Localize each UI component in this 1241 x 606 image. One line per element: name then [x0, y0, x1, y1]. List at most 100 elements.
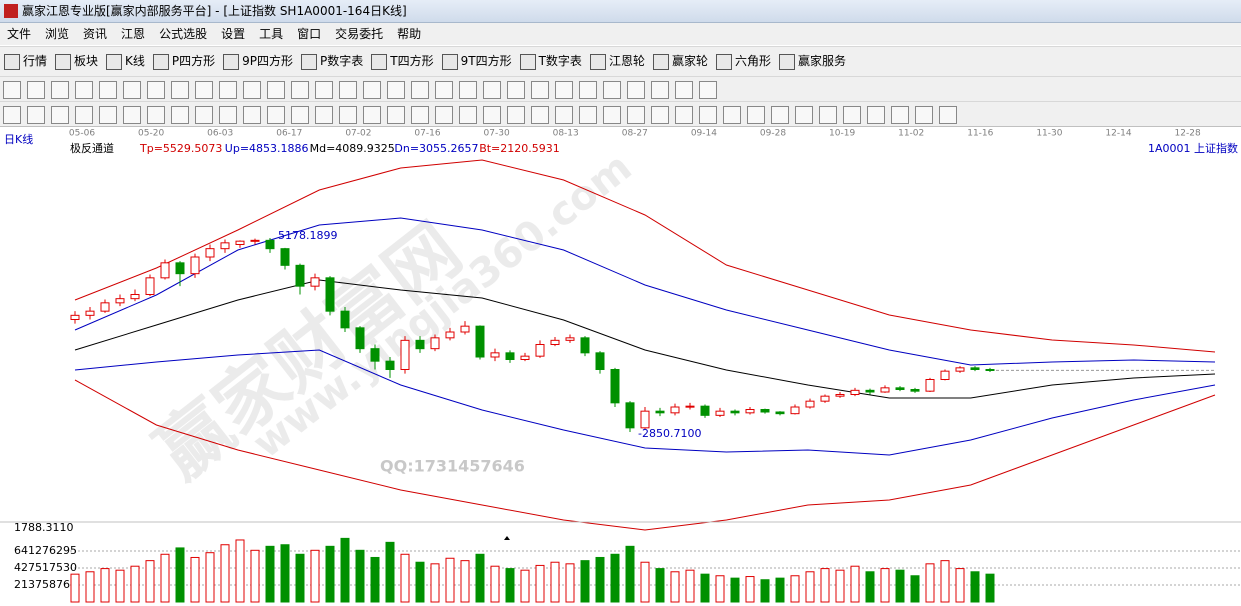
menu-item[interactable]: 工具	[259, 27, 284, 41]
menu-item[interactable]: 设置	[221, 27, 246, 41]
tool-icon[interactable]	[747, 106, 765, 124]
tool-icon[interactable]	[147, 106, 165, 124]
tool-icon[interactable]	[603, 106, 621, 124]
tool-icon[interactable]	[147, 81, 165, 99]
tool-icon[interactable]	[99, 81, 117, 99]
tool-icon[interactable]	[723, 106, 741, 124]
tool-icon[interactable]	[579, 106, 597, 124]
toolbar-button[interactable]: P数字表	[301, 53, 363, 70]
toolbar-button[interactable]: 六角形	[715, 53, 771, 70]
toolbar-button[interactable]: 9P四方形	[223, 53, 293, 70]
toolbar-icon	[106, 53, 123, 70]
tool-icon[interactable]	[363, 106, 381, 124]
tool-icon[interactable]	[27, 81, 45, 99]
tool-icon[interactable]	[339, 106, 357, 124]
toolbar-button[interactable]: T四方形	[371, 53, 434, 70]
tool-icon[interactable]	[75, 106, 93, 124]
candle-body	[400, 339, 410, 370]
tool-icon[interactable]	[699, 81, 717, 99]
tool-icon[interactable]	[267, 81, 285, 99]
tool-icon[interactable]	[915, 106, 933, 124]
tool-icon[interactable]	[651, 106, 669, 124]
tool-icon[interactable]	[171, 81, 189, 99]
tool-icon[interactable]	[459, 81, 477, 99]
menu-item[interactable]: 窗口	[297, 27, 322, 41]
tool-icon[interactable]	[795, 106, 813, 124]
tool-icon[interactable]	[219, 81, 237, 99]
tool-icon[interactable]	[3, 106, 21, 124]
menu-item[interactable]: 文件	[7, 27, 32, 41]
menu-item[interactable]: 帮助	[397, 27, 422, 41]
tool-icon[interactable]	[195, 106, 213, 124]
tool-icon[interactable]	[3, 81, 21, 99]
tool-icon[interactable]	[555, 81, 573, 99]
menu-item[interactable]: 公式选股	[159, 27, 208, 41]
tool-icon[interactable]	[867, 106, 885, 124]
tool-icon[interactable]	[411, 81, 429, 99]
toolbar-button[interactable]: T数字表	[519, 53, 582, 70]
toolbar-button[interactable]: 9T四方形	[441, 53, 512, 70]
tool-icon[interactable]	[507, 106, 525, 124]
tool-icon[interactable]	[675, 81, 693, 99]
tool-icon[interactable]	[771, 106, 789, 124]
tool-icon[interactable]	[531, 81, 549, 99]
toolbar-button[interactable]: 赢家服务	[778, 53, 846, 70]
tool-icon[interactable]	[435, 81, 453, 99]
tool-icon[interactable]	[507, 81, 525, 99]
tool-icon[interactable]	[315, 106, 333, 124]
toolbar-button[interactable]: 赢家轮	[652, 53, 708, 70]
tool-icon[interactable]	[891, 106, 909, 124]
tool-icon[interactable]	[531, 106, 549, 124]
tool-icon[interactable]	[51, 106, 69, 124]
tool-icon[interactable]	[291, 106, 309, 124]
tool-icon[interactable]	[483, 81, 501, 99]
date-label: 08-27	[622, 129, 648, 139]
tool-icon[interactable]	[243, 81, 261, 99]
menu-item[interactable]: 江恩	[121, 27, 146, 41]
tool-icon[interactable]	[603, 81, 621, 99]
menu-item[interactable]: 交易委托	[335, 27, 384, 41]
menu-item[interactable]: 资讯	[83, 27, 108, 41]
toolbar-button[interactable]: 行情	[4, 53, 47, 70]
tool-icon[interactable]	[459, 106, 477, 124]
tool-icon[interactable]	[219, 106, 237, 124]
volume-bar	[370, 556, 380, 603]
tool-icon[interactable]	[411, 106, 429, 124]
tool-icon[interactable]	[339, 81, 357, 99]
candle-body	[595, 352, 605, 370]
tool-icon[interactable]	[315, 81, 333, 99]
toolbar-button[interactable]: P四方形	[152, 53, 215, 70]
menu-item[interactable]: 浏览	[45, 27, 70, 41]
tool-icon[interactable]	[819, 106, 837, 124]
tool-icon[interactable]	[363, 81, 381, 99]
tool-icon[interactable]	[483, 106, 501, 124]
tool-icon[interactable]	[843, 106, 861, 124]
tool-icon[interactable]	[939, 106, 957, 124]
tool-icon[interactable]	[387, 81, 405, 99]
volume-bar	[460, 560, 470, 603]
tool-icon[interactable]	[627, 106, 645, 124]
tool-icon[interactable]	[75, 81, 93, 99]
tool-icon[interactable]	[267, 106, 285, 124]
tool-icon[interactable]	[651, 81, 669, 99]
tool-icon[interactable]	[387, 106, 405, 124]
tool-icon[interactable]	[291, 81, 309, 99]
tool-icon[interactable]	[123, 81, 141, 99]
tool-icon[interactable]	[123, 106, 141, 124]
toolbar	[0, 76, 1241, 101]
toolbar-button[interactable]: 板块	[55, 53, 98, 70]
tool-icon[interactable]	[627, 81, 645, 99]
toolbar-button[interactable]: 江恩轮	[589, 53, 645, 70]
tool-icon[interactable]	[579, 81, 597, 99]
tool-icon[interactable]	[171, 106, 189, 124]
tool-icon[interactable]	[699, 106, 717, 124]
tool-icon[interactable]	[51, 81, 69, 99]
tool-icon[interactable]	[195, 81, 213, 99]
tool-icon[interactable]	[27, 106, 45, 124]
tool-icon[interactable]	[675, 106, 693, 124]
tool-icon[interactable]	[243, 106, 261, 124]
tool-icon[interactable]	[555, 106, 573, 124]
tool-icon[interactable]	[435, 106, 453, 124]
toolbar-button[interactable]: K线	[106, 53, 145, 70]
tool-icon[interactable]	[99, 106, 117, 124]
